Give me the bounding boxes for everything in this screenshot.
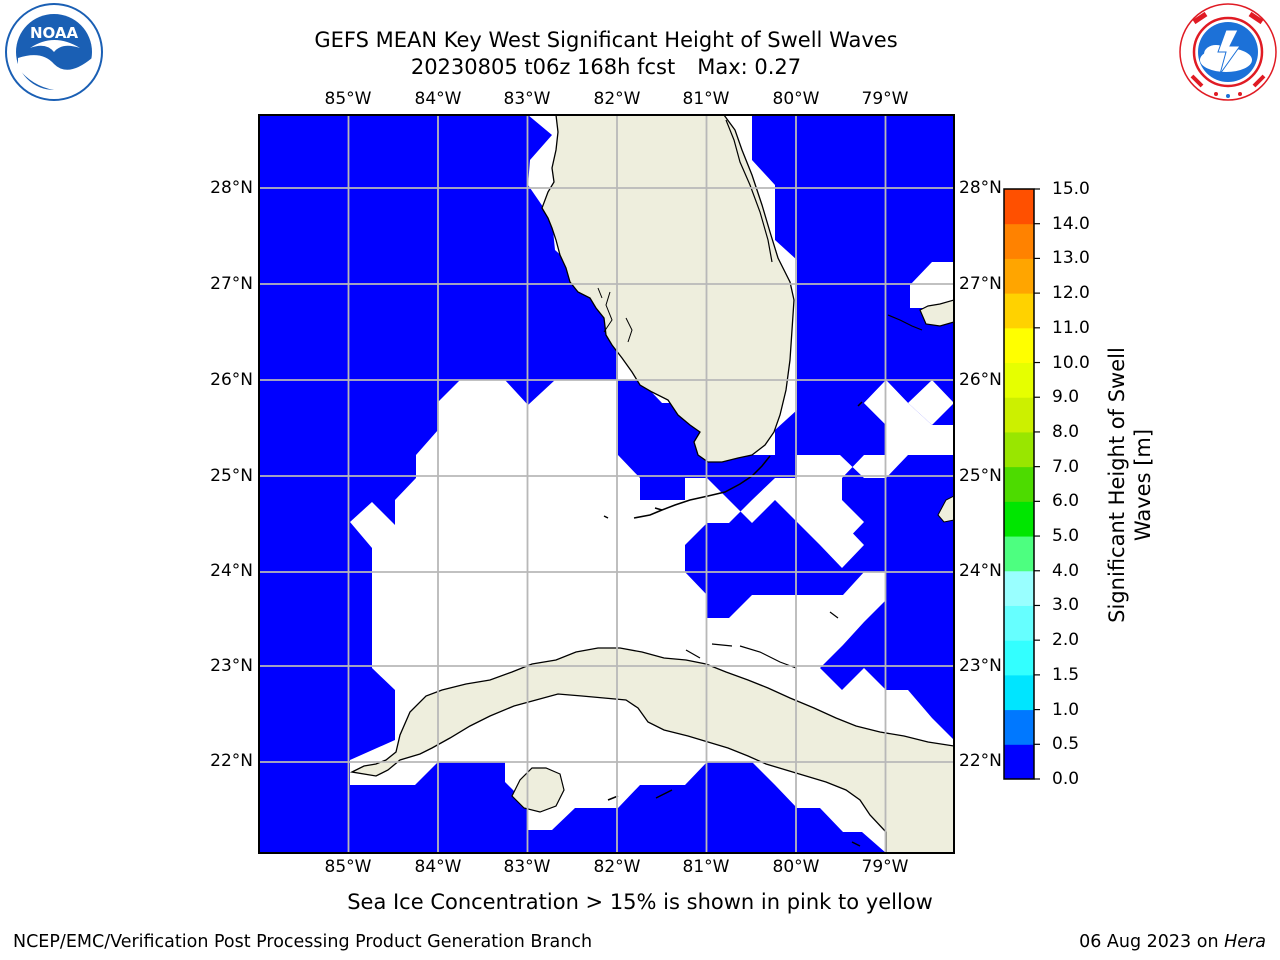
colorbar-tick-label: 13.0 (1052, 248, 1090, 269)
lon-label-top: 84°W (414, 89, 462, 109)
colorbar-tick-label: 9.0 (1052, 387, 1080, 408)
florida-land (541, 115, 795, 463)
lon-label-top: 79°W (861, 89, 909, 109)
lon-label-bottom: 81°W (682, 857, 730, 877)
colorbar-tick-label: 0.0 (1052, 769, 1080, 789)
colorbar-segment (1004, 189, 1034, 225)
colorbar-tick-label: 11.0 (1052, 317, 1090, 338)
max-value: Max: 0.27 (697, 55, 802, 79)
colorbar-tick-label: 15.0 (1052, 179, 1090, 199)
cuba-land (349, 647, 954, 853)
colorbar-segment (1004, 293, 1034, 329)
lat-label-left: 22°N (210, 751, 253, 771)
colorbar-tick-label: 1.5 (1052, 664, 1080, 685)
noaa-logo-text: NOAA (30, 24, 79, 42)
host-name: Hera (1224, 932, 1266, 952)
lon-label-top: 82°W (593, 89, 641, 109)
lat-label-right: 28°N (959, 178, 1002, 198)
lat-label-right: 23°N (959, 656, 1002, 676)
colorbar-segment (1004, 536, 1034, 572)
lat-label-right: 27°N (959, 274, 1002, 294)
colorbar-tick-label: 3.0 (1052, 595, 1080, 616)
colorbar-tick-label: 14.0 (1052, 213, 1090, 234)
colorbar-tick-label: 10.0 (1052, 352, 1090, 373)
lon-label-bottom: 80°W (772, 857, 820, 877)
colorbar-segment (1004, 327, 1034, 364)
lon-label-top: 85°W (324, 89, 372, 109)
colorbar-segment (1004, 501, 1034, 537)
credit-text: NCEP/EMC/Verification Post Processing Pr… (13, 932, 593, 952)
colorbar-segment (1004, 397, 1034, 433)
lat-label-left: 24°N (210, 561, 253, 581)
colorbar-tick-label: 8.0 (1052, 421, 1080, 442)
lon-label-bottom: 84°W (414, 857, 462, 877)
plot-title: GEFS MEAN Key West Significant Height of… (314, 28, 898, 52)
colorbar-tick-label: 1.0 (1052, 699, 1080, 720)
colorbar-segment (1004, 640, 1034, 676)
colorbar-segment (1004, 466, 1034, 502)
lon-label-top: 81°W (682, 89, 730, 109)
lat-label-left: 25°N (210, 466, 253, 486)
lon-label-bottom: 85°W (324, 857, 372, 877)
lat-label-left: 28°N (210, 178, 253, 198)
lon-label-bottom: 79°W (861, 857, 909, 877)
run-info: 20230805 t06z 168h fcst (410, 55, 676, 79)
colorbar-segment (1004, 744, 1034, 780)
colorbar-segment (1004, 709, 1034, 745)
lon-label-top: 80°W (772, 89, 820, 109)
lat-label-left: 27°N (210, 274, 253, 294)
colorbar-tick-label: 4.0 (1052, 560, 1080, 581)
noaa-logo: NOAA (5, 3, 103, 101)
colorbar-tick-label: 2.0 (1052, 630, 1080, 651)
lat-label-left: 23°N (210, 656, 253, 676)
colorbar-segment (1004, 570, 1034, 606)
lat-label-right: 25°N (959, 466, 1002, 486)
colorbar-segment (1004, 258, 1034, 294)
lat-label-left: 26°N (210, 370, 253, 390)
lon-label-top: 83°W (503, 89, 551, 109)
lat-label-right: 24°N (959, 561, 1002, 581)
colorbar-title: Significant Height of Swell Waves [m] (1105, 347, 1155, 623)
date-text: 06 Aug 2023 on (1079, 932, 1219, 952)
date-host: 06 Aug 2023 on Hera (1079, 932, 1266, 952)
sea-ice-note: Sea Ice Concentration > 15% is shown in … (347, 890, 933, 914)
colorbar-tick-label: 0.5 (1052, 734, 1080, 755)
colorbar (1003, 188, 1040, 780)
colorbar-tick-label: 7.0 (1052, 456, 1080, 477)
lon-label-bottom: 83°W (503, 857, 551, 877)
plot-subtitle: 20230805 t06z 168h fcst Max: 0.27 (0, 54, 1212, 80)
colorbar-segment (1004, 431, 1034, 468)
colorbar-tick-label: 5.0 (1052, 526, 1080, 547)
colorbar-tick-label: 6.0 (1052, 491, 1080, 512)
colorbar-segment (1004, 674, 1034, 711)
colorbar-tick-label: 12.0 (1052, 283, 1090, 304)
map-frame (258, 114, 955, 854)
nws-logo (1179, 3, 1277, 101)
colorbar-segment (1004, 362, 1034, 398)
gridlines (259, 115, 954, 853)
lon-label-bottom: 82°W (593, 857, 641, 877)
colorbar-segment (1004, 605, 1034, 641)
colorbar-segment (1004, 223, 1034, 259)
lat-label-right: 22°N (959, 751, 1002, 771)
lat-label-right: 26°N (959, 370, 1002, 390)
colorbar-frame (1003, 188, 1035, 780)
masked-area (350, 115, 954, 853)
